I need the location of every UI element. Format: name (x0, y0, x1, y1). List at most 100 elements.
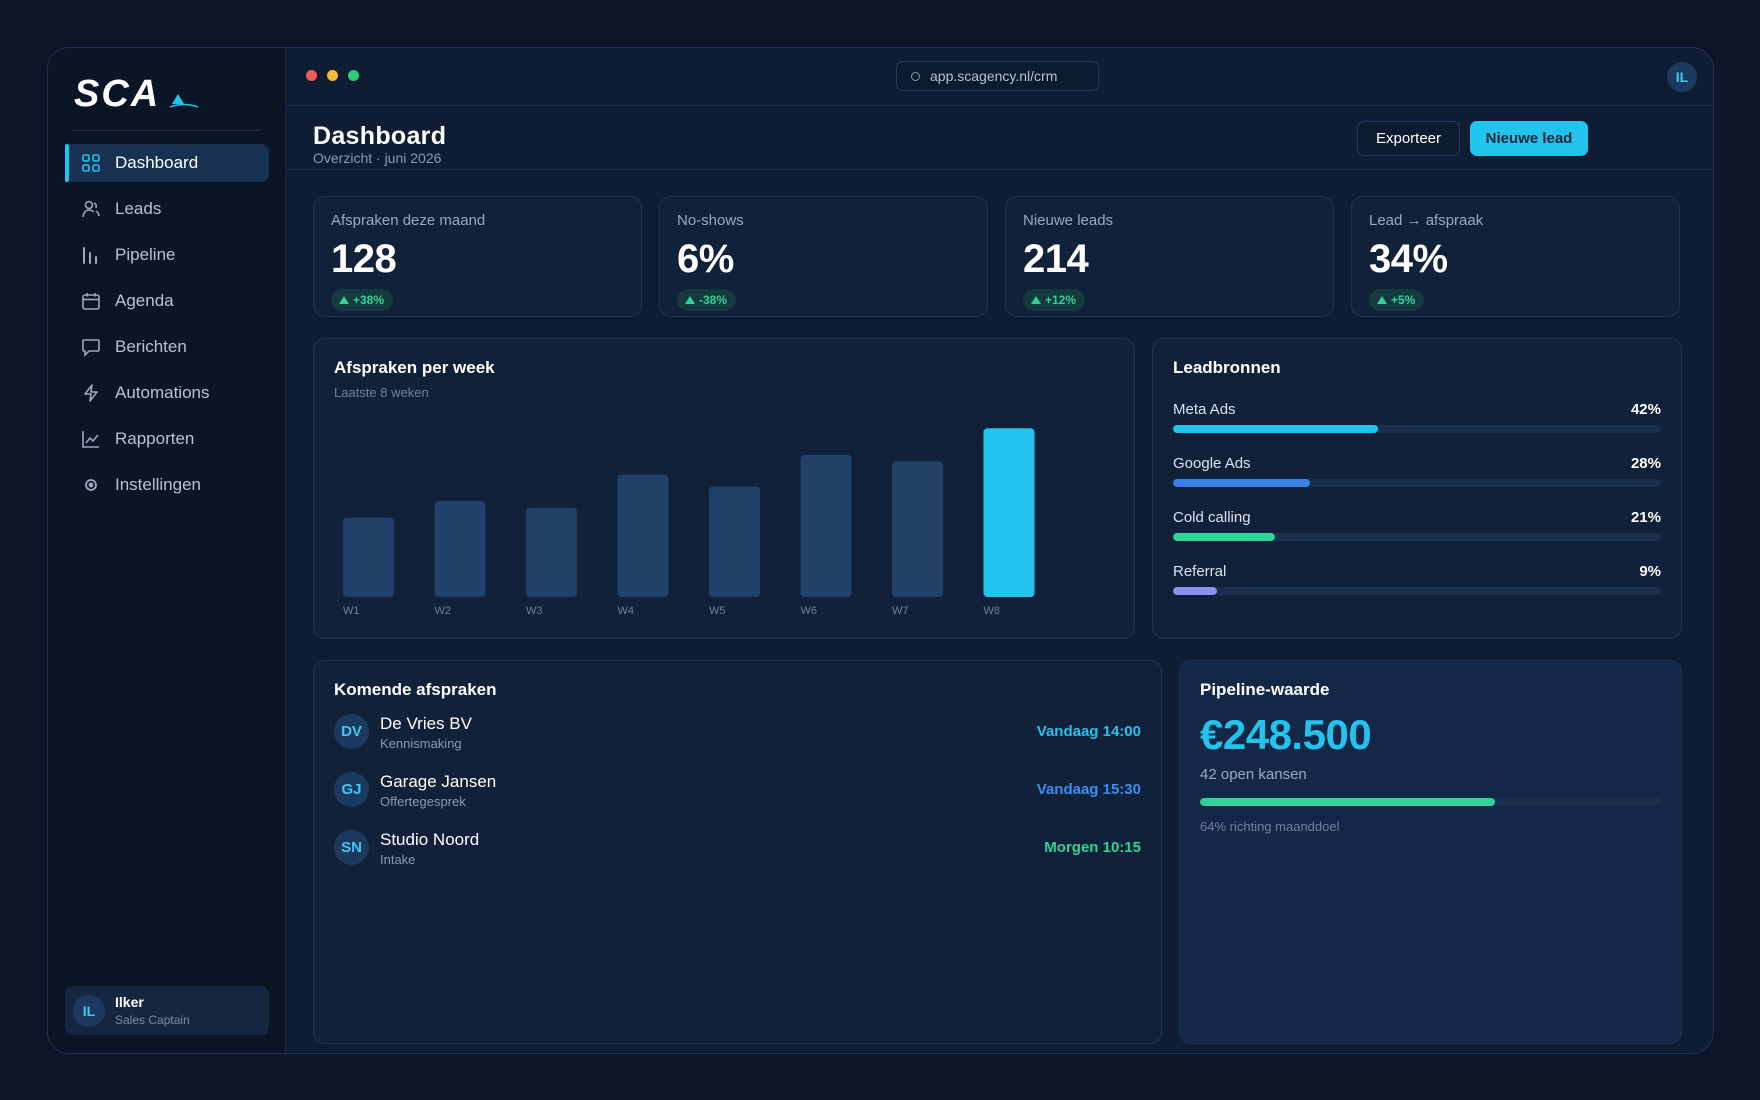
bolt-icon (81, 383, 101, 403)
lead-source-percent: 9% (1639, 563, 1661, 580)
stat-change-text: +5% (1391, 293, 1416, 307)
chart-subtitle: Laatste 8 weken (334, 385, 429, 400)
appointment-time: Vandaag 14:00 (1036, 723, 1141, 740)
appointment-name: Studio Noord (380, 830, 480, 849)
stat-value: 214 (1023, 237, 1089, 281)
chart-bar[interactable] (983, 428, 1035, 597)
stat-label: Lead → afspraak (1369, 212, 1484, 229)
lead-source-fill (1173, 587, 1217, 595)
new-lead-button[interactable]: Nieuwe lead (1470, 121, 1588, 156)
appointment-avatar: GJ (334, 772, 369, 807)
x-tick-label: W7 (892, 605, 909, 617)
maximize-dot[interactable] (348, 70, 359, 81)
chart-title: Afspraken per week (334, 358, 495, 377)
lead-source-label: Meta Ads (1173, 401, 1236, 418)
chart-bar[interactable] (343, 517, 394, 597)
appointment-row[interactable]: GJ Garage Jansen Offertegesprek Vandaag 15:… (334, 767, 1141, 811)
pipeline-value-card: Pipeline-waarde €248.500 42 open kansen … (1179, 660, 1682, 1044)
chart-bar[interactable] (617, 474, 669, 597)
grid-icon (81, 153, 101, 173)
appointment-row[interactable]: SN Studio Noord Intake Morgen 10:15 (334, 825, 1141, 869)
sidebar-item-berichten[interactable]: Berichten (65, 328, 269, 366)
chart-bar[interactable] (892, 461, 943, 597)
settings-icon (81, 475, 101, 495)
minimize-dot[interactable] (327, 70, 338, 81)
appointment-row[interactable]: DV De Vries BV Kennismaking Vandaag 14:00 (334, 709, 1141, 753)
upcoming-appointments-card: Komende afspraken DV De Vries BV Kennismak… (313, 660, 1162, 1044)
chart-bar[interactable] (434, 501, 486, 597)
lead-source-row: Meta Ads 42% (1173, 401, 1661, 441)
chart-bar[interactable] (800, 454, 852, 597)
sidebar-item-label: Leads (115, 199, 162, 218)
sidebar-item-rapporten[interactable]: Rapporten (65, 420, 269, 458)
main-area: app.scagency.nl/crm IL Dashboard Overzic… (286, 48, 1713, 1053)
stat-change-text: +12% (1045, 293, 1077, 307)
arrow-up-icon (685, 296, 695, 304)
pipeline-progress-track (1200, 798, 1661, 806)
sidebar-item-label: Agenda (115, 291, 174, 310)
lead-source-track (1173, 533, 1661, 541)
sidebar-item-pipeline[interactable]: Pipeline (65, 236, 269, 274)
appointment-name: De Vries BV (380, 714, 472, 733)
stat-card-new-leads: Nieuwe leads 214 +12% (1005, 196, 1334, 317)
sidebar-item-instellingen[interactable]: Instellingen (65, 466, 269, 504)
topbar: app.scagency.nl/crm IL (286, 48, 1713, 106)
sidebar-item-dashboard[interactable]: Dashboard (65, 144, 269, 182)
url-bar[interactable]: app.scagency.nl/crm (896, 61, 1099, 91)
lead-source-track (1173, 587, 1661, 595)
x-tick-label: W2 (435, 605, 452, 617)
close-dot[interactable] (306, 70, 317, 81)
window-controls (306, 70, 359, 81)
x-tick-label: W4 (618, 605, 635, 617)
appointment-type: Kennismaking (380, 736, 462, 751)
x-tick-label: W3 (526, 605, 543, 617)
appointment-name: Garage Jansen (380, 772, 497, 791)
stat-card-appointments: Afspraken deze maand 128 +38% (313, 196, 642, 317)
sidebar-item-automations[interactable]: Automations (65, 374, 269, 412)
arrow-up-icon (1031, 296, 1041, 304)
appointment-time: Vandaag 15:30 (1036, 781, 1141, 798)
appointment-avatar: SN (334, 830, 369, 865)
stat-card-conversion: Lead → afspraak 34% +5% (1351, 196, 1680, 317)
users-icon (81, 199, 101, 219)
user-role: Sales Captain (115, 1013, 190, 1027)
x-tick-label: W5 (709, 605, 726, 617)
bar-chart: W1 W2 W3 W4 W5 W6 W7 W8 (343, 428, 1035, 617)
lead-source-fill (1173, 425, 1378, 433)
arrow-up-icon (339, 296, 349, 304)
appointment-type: Offertegesprek (380, 794, 466, 809)
stat-label: Afspraken deze maand (331, 212, 486, 229)
sidebar-nav: Dashboard Leads Pipeline Agenda (65, 144, 269, 512)
pipeline-value-title: Pipeline-waarde (1200, 680, 1330, 699)
export-button[interactable]: Exporteer (1357, 121, 1460, 156)
x-tick-label: W6 (801, 605, 818, 617)
url-text: app.scagency.nl/crm (930, 68, 1058, 84)
lead-sources-card: Leadbronnen Meta Ads 42% Google Ads 28% Cold… (1152, 338, 1682, 639)
stat-value: 34% (1369, 237, 1448, 281)
lead-source-row: Google Ads 28% (1173, 455, 1661, 495)
stat-label: Nieuwe leads (1023, 212, 1114, 229)
x-tick-label: W8 (984, 605, 1001, 617)
lead-source-fill (1173, 479, 1310, 487)
sidebar-item-agenda[interactable]: Agenda (65, 282, 269, 320)
chart-bar[interactable] (709, 486, 760, 597)
lead-source-label: Cold calling (1173, 509, 1251, 526)
topbar-avatar[interactable]: IL (1667, 62, 1697, 92)
sidebar: SCA Dashboard Leads Pipe (48, 48, 286, 1053)
stat-change-badge: +12% (1023, 289, 1086, 311)
line-chart-icon (81, 429, 101, 449)
arrow-up-icon (1377, 296, 1387, 304)
sidebar-item-label: Berichten (115, 337, 187, 356)
logo-divider (73, 130, 260, 131)
sidebar-item-label: Dashboard (115, 153, 199, 172)
sca-logo[interactable]: SCA (74, 74, 214, 114)
user-card[interactable]: IL Ilker Sales Captain (65, 986, 269, 1035)
url-indicator-icon (911, 71, 920, 81)
appointment-time: Morgen 10:15 (1044, 839, 1141, 856)
user-name: Ilker (115, 994, 144, 1010)
stat-change-badge: -38% (677, 289, 737, 311)
chart-bar[interactable] (526, 507, 577, 597)
app-window: SCA Dashboard Leads Pipe (47, 47, 1714, 1054)
sidebar-item-leads[interactable]: Leads (65, 190, 269, 228)
lead-source-label: Referral (1173, 563, 1227, 580)
